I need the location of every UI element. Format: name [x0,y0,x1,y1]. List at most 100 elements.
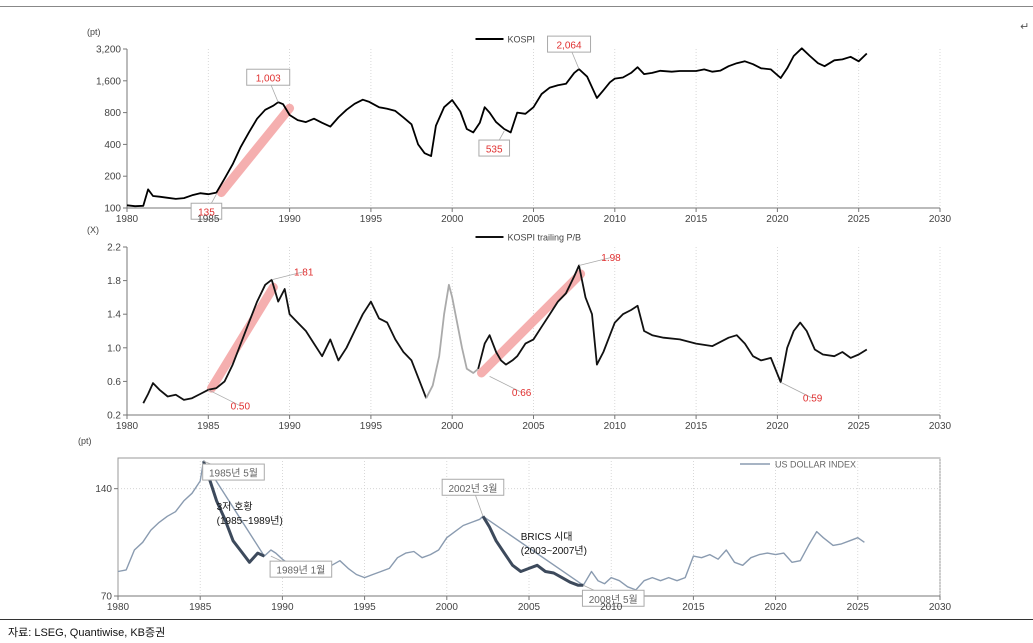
annotation-label: 1,003 [256,74,281,85]
x-tick-label: 2030 [929,421,952,432]
source-note: 자료: LSEG, Quantiwise, KB증권 [8,627,166,639]
annotation-leader [578,257,612,266]
y-tick-label: 0.6 [107,377,121,388]
y-unit-label: (pt) [87,27,101,37]
x-tick-label: 2010 [604,214,627,225]
x-tick-label: 2020 [766,214,789,225]
x-tick-label: 2005 [522,421,545,432]
annotation-label: 1985년 5월 [209,468,258,480]
annotation-label: 135 [198,208,215,219]
period-label: 3저 호황 [217,501,253,513]
y-tick-label: 1.0 [107,343,121,354]
annotation-label: 0.59 [803,394,823,405]
x-tick-label: 2020 [766,421,789,432]
x-tick-label: 2025 [848,421,871,432]
x-tick-label: 1995 [360,214,383,225]
annotation-label: 1989년 1월 [276,565,325,577]
annotation-box [478,139,511,157]
x-tick-label: 2030 [929,602,952,613]
annotation-leader [208,389,241,407]
x-tick-label: 1985 [197,214,220,225]
chart-panel-2 [123,236,941,419]
x-tick-label: 2010 [604,421,627,432]
annotation-leader [780,381,813,399]
x-tick-label: 1990 [278,214,301,225]
legend-label: US DOLLAR INDEX [775,460,856,470]
x-tick-label: 2005 [518,602,541,613]
series-line-3 [481,515,584,587]
trend-highlight-band [216,103,295,198]
x-tick-label: 2015 [685,421,708,432]
annotation-label: 535 [486,145,503,156]
y-tick-label: 800 [104,108,121,119]
x-tick-label: 1985 [197,421,220,432]
y-tick-label: 200 [104,172,121,183]
y-tick-label: 140 [95,484,112,495]
x-tick-label: 1980 [116,421,139,432]
x-tick-label: 2020 [764,602,787,613]
x-tick-label: 1995 [353,602,376,613]
annotation-label: 2,064 [557,41,582,52]
x-tick-label: 2000 [441,214,464,225]
x-tick-label: 2025 [848,214,871,225]
period-label: BRICS 시대 [521,531,573,543]
series-line-3 [477,264,868,384]
y-unit-label: (pt) [78,436,92,446]
legend-label: KOSPI trailing P/B [508,233,582,243]
series-line-2 [202,460,265,564]
x-tick-label: 2015 [682,602,705,613]
annotation-label: 1.81 [294,267,314,278]
annotation-box [547,35,592,53]
bottom-rule [0,619,1033,620]
annotation-box [202,463,265,481]
y-tick-label: 0.2 [107,411,121,422]
annotation-box [190,202,223,220]
y-tick-label: 1.8 [107,276,121,287]
series-line-1 [126,47,868,208]
annotation-label: 2002년 3월 [448,483,497,495]
chart-panel-1 [123,35,941,220]
annotation-box [581,589,645,607]
x-tick-label: 1995 [360,421,383,432]
y-unit-label: (X) [87,225,99,235]
period-label-sub: (1985~1989년) [217,515,283,527]
chart-panel-3 [114,457,941,607]
x-tick-label: 1985 [189,602,212,613]
x-tick-label: 1980 [116,214,139,225]
y-tick-label: 2.2 [107,243,121,254]
legend-label: KOSPI [508,35,536,45]
x-tick-label: 2025 [847,602,870,613]
annotation-label: 1.98 [601,253,621,264]
annotation-box [246,68,291,86]
series-line-1 [142,278,428,404]
annotation-label: 0.50 [231,401,251,412]
y-tick-label: 70 [101,592,113,603]
x-tick-label: 2000 [441,421,464,432]
annotation-label: 0.66 [512,388,532,399]
annotation-box [269,560,333,578]
y-tick-label: 400 [104,140,121,151]
paragraph-return-mark: ↵ [1020,21,1030,33]
y-tick-label: 100 [104,204,121,215]
series-line-1 [117,460,865,591]
x-tick-label: 1990 [278,421,301,432]
trend-highlight-band [476,269,586,378]
x-tick-label: 1980 [107,602,130,613]
x-tick-label: 2005 [522,214,545,225]
period-label-sub: (2003~2007년) [521,545,587,557]
y-tick-label: 3,200 [96,45,121,56]
annotation-leader [271,271,304,281]
x-tick-label: 2015 [685,214,708,225]
x-tick-label: 2010 [600,602,623,613]
y-tick-label: 1.4 [107,310,121,321]
annotation-box [441,478,505,496]
series-line-2 [425,283,479,399]
annotation-leader [489,376,522,393]
x-tick-label: 1990 [271,602,294,613]
annotation-label: 2008년 5월 [589,594,638,606]
top-rule [0,6,1033,7]
x-tick-label: 2000 [436,602,459,613]
x-tick-label: 2030 [929,214,952,225]
y-tick-label: 1,600 [96,76,121,87]
